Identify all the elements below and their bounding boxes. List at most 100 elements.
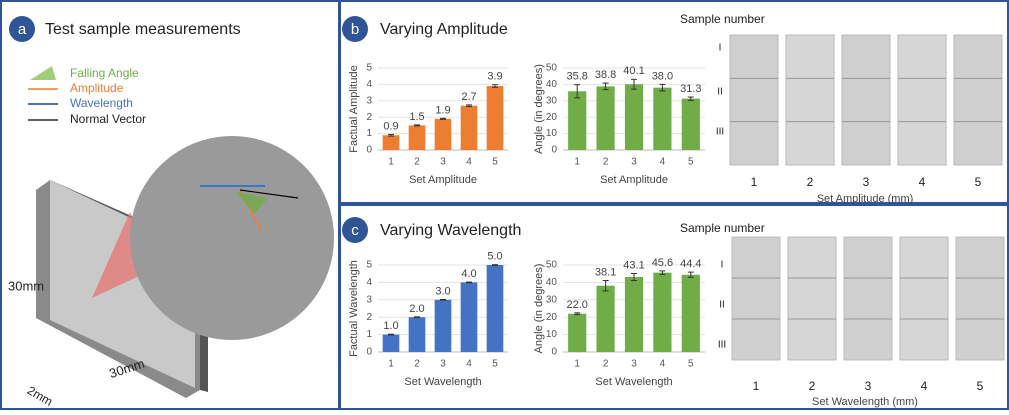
sample-column-label: 5 xyxy=(975,175,982,189)
y-tick-label: 5 xyxy=(366,63,372,74)
y-tick-label: 20 xyxy=(546,312,558,323)
data-label: 0.9 xyxy=(383,120,398,132)
x-tick-label: 2 xyxy=(603,359,609,370)
bar xyxy=(596,285,615,352)
panel-badge xyxy=(9,16,35,42)
x-tick-label: 5 xyxy=(688,157,694,168)
x-axis-label: Set Wavelength xyxy=(404,376,481,388)
x-tick-label: 1 xyxy=(574,359,580,370)
x-axis-label: Set Amplitude xyxy=(409,174,477,186)
angle-triangle xyxy=(92,212,156,298)
x-tick-label: 3 xyxy=(440,359,446,370)
data-label: 3.0 xyxy=(435,285,450,297)
data-label: 31.3 xyxy=(680,83,701,95)
bar xyxy=(624,84,644,150)
x-tick-label: 3 xyxy=(631,359,637,370)
data-label: 38.0 xyxy=(652,70,673,82)
panel-letter: a xyxy=(18,21,27,38)
panel-letter: c xyxy=(351,222,359,239)
x-tick-label: 2 xyxy=(414,359,420,370)
bar xyxy=(596,86,615,150)
sample-column-label: 3 xyxy=(865,379,872,393)
legend-label: Wavelength xyxy=(70,96,133,110)
bar xyxy=(408,125,426,150)
x-tick-label: 4 xyxy=(466,157,472,168)
y-tick-label: 50 xyxy=(546,260,558,271)
data-label: 1.5 xyxy=(409,111,424,123)
bar xyxy=(434,118,452,150)
y-tick-label: 50 xyxy=(546,63,558,74)
y-tick-label: 4 xyxy=(366,277,372,288)
y-tick-label: 10 xyxy=(546,329,558,340)
legend-label: Amplitude xyxy=(70,81,124,95)
panel-b-frame xyxy=(339,0,1009,204)
sample-column-label: 4 xyxy=(921,379,928,393)
data-label: 35.8 xyxy=(566,71,587,83)
y-tick-label: 40 xyxy=(546,277,558,288)
panel-letter: b xyxy=(351,21,359,38)
magnified-view xyxy=(130,136,334,340)
panel-badge xyxy=(342,217,368,243)
panel-badge xyxy=(342,16,368,42)
y-tick-label: 3 xyxy=(366,95,372,106)
legend-label: Normal Vector xyxy=(70,112,146,126)
panel-c-frame xyxy=(339,204,1009,410)
y-tick-label: 40 xyxy=(546,79,558,90)
sample-column-label: 3 xyxy=(863,175,870,189)
sample-column-label: 1 xyxy=(753,379,760,393)
data-label: 38.8 xyxy=(595,69,616,81)
sample-row-label: II xyxy=(719,300,725,311)
bar xyxy=(681,274,700,352)
data-label: 22.0 xyxy=(566,299,587,311)
panel-title: Varying Amplitude xyxy=(380,21,508,38)
data-label: 45.6 xyxy=(652,257,673,269)
panel-title: Varying Wavelength xyxy=(380,222,521,239)
x-tick-label: 2 xyxy=(414,157,420,168)
x-tick-label: 5 xyxy=(492,157,498,168)
sample-header: Sample number xyxy=(680,221,765,235)
sample-column-label: 4 xyxy=(919,175,926,189)
sample-photo xyxy=(787,236,837,361)
bar xyxy=(460,282,478,352)
data-label: 4.0 xyxy=(461,268,476,280)
angle-wedge xyxy=(236,192,268,214)
data-label: 43.1 xyxy=(623,259,644,271)
bar xyxy=(382,135,400,150)
y-tick-label: 0 xyxy=(366,145,372,156)
bar xyxy=(486,265,504,352)
x-tick-label: 4 xyxy=(660,157,666,168)
sample-photo xyxy=(953,34,1003,166)
y-tick-label: 30 xyxy=(546,95,558,106)
x-tick-label: 4 xyxy=(466,359,472,370)
y-tick-label: 5 xyxy=(366,260,372,271)
x-tick-label: 4 xyxy=(660,359,666,370)
data-label: 44.4 xyxy=(680,258,701,270)
legend-label: Falling Angle xyxy=(70,66,139,80)
sample-photo xyxy=(899,236,949,361)
bar xyxy=(624,277,644,352)
data-label: 2.0 xyxy=(409,303,424,315)
x-tick-label: 3 xyxy=(440,157,446,168)
y-tick-label: 4 xyxy=(366,79,372,90)
sample-column-label: 1 xyxy=(751,175,758,189)
sample-photo xyxy=(729,34,779,166)
y-axis-label: Factual Amplitude xyxy=(348,65,360,152)
x-tick-label: 1 xyxy=(388,157,394,168)
bar xyxy=(681,98,700,150)
sample-row-label: III xyxy=(716,127,724,138)
data-label: 38.1 xyxy=(595,266,616,278)
y-tick-label: 2 xyxy=(366,112,372,123)
sample-photo xyxy=(785,34,835,166)
sample-row-label: II xyxy=(717,87,723,98)
y-tick-label: 3 xyxy=(366,294,372,305)
bar xyxy=(382,334,400,352)
data-label: 3.9 xyxy=(487,71,502,83)
sample-photo xyxy=(843,236,893,361)
sample-axis-label: Set Wavelength (mm) xyxy=(812,396,918,408)
data-label: 5.0 xyxy=(487,251,502,263)
x-tick-label: 3 xyxy=(631,157,637,168)
bar xyxy=(568,313,587,352)
y-axis-label: Angle (in degrees) xyxy=(533,64,545,154)
bar xyxy=(486,86,504,150)
data-label: 40.1 xyxy=(623,65,644,77)
